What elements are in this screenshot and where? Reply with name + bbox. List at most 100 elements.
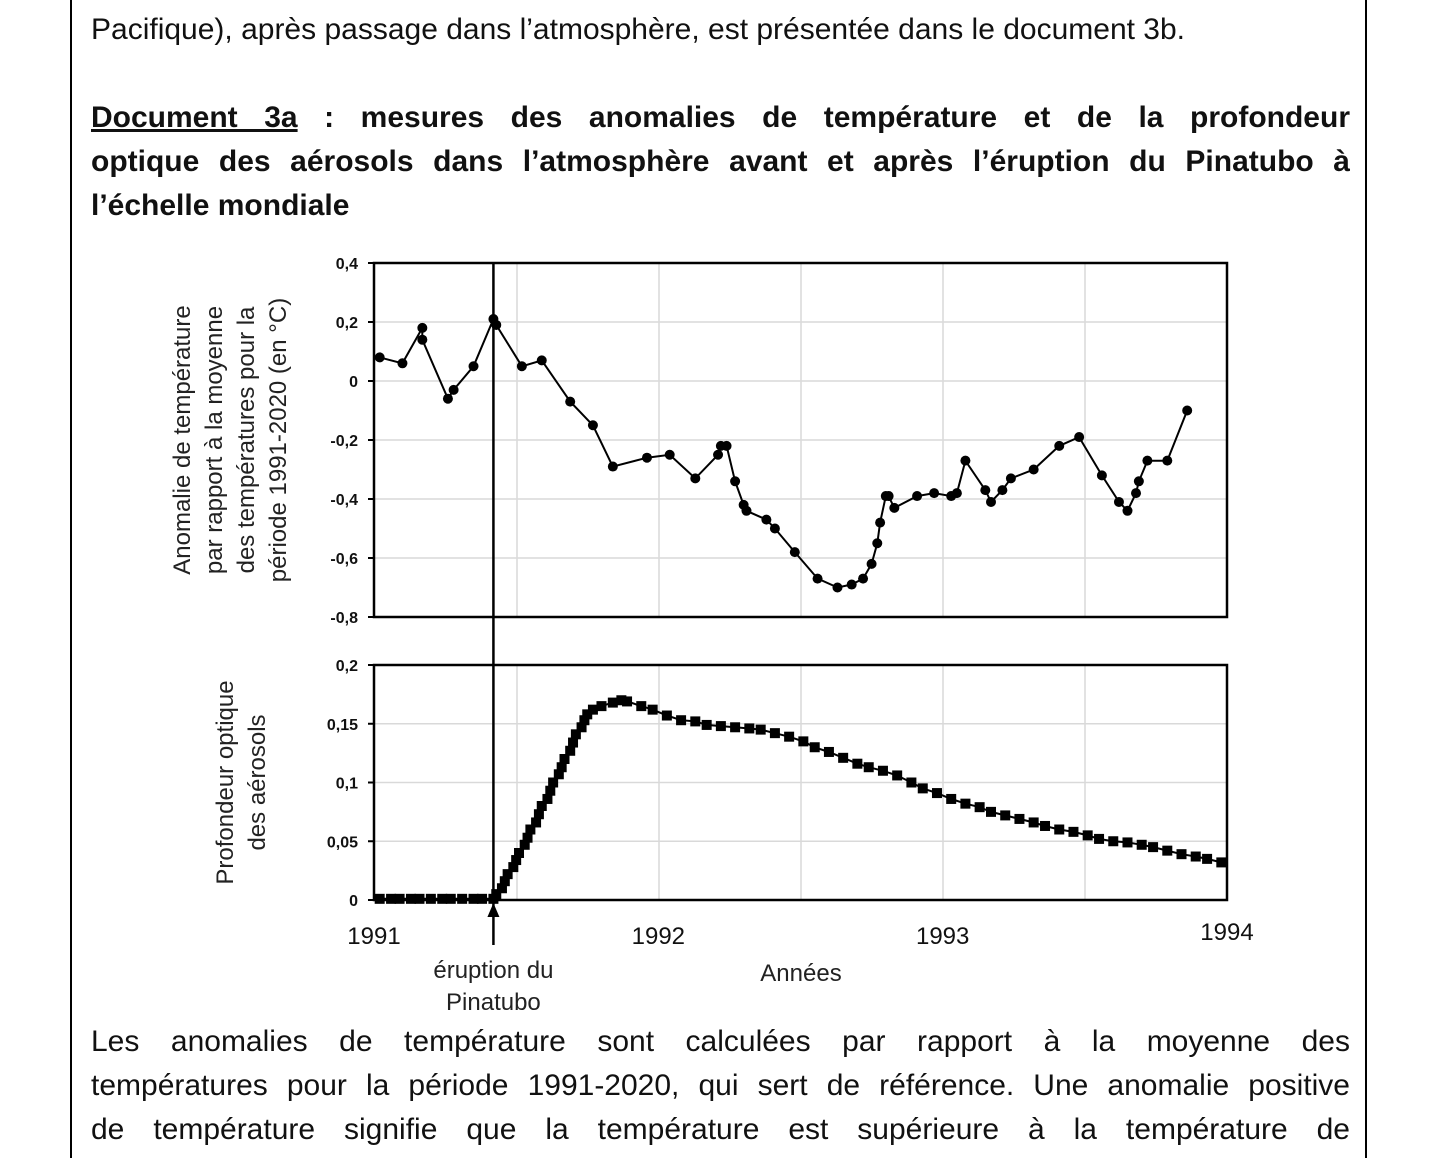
data-point [846, 579, 857, 590]
data-point [525, 824, 536, 835]
body-line-2: températures pour la période 1991-2020, … [91, 1069, 1350, 1102]
data-point [769, 523, 780, 534]
plot-frame [372, 261, 1229, 619]
data-point [448, 384, 459, 395]
data-point [499, 876, 510, 887]
data-point [417, 334, 428, 345]
data-point [511, 855, 522, 866]
data-point [832, 582, 843, 593]
data-point [374, 893, 385, 904]
data-point [533, 809, 544, 820]
data-point [596, 701, 607, 712]
data-point [1054, 824, 1065, 835]
eruption-label-line: éruption du [433, 957, 553, 984]
data-point [496, 883, 507, 894]
y-axis-label-line: période 1991-2020 (en °C) [265, 298, 292, 582]
data-point [889, 502, 900, 513]
data-point [531, 817, 542, 828]
y-tick-label: 0,4 [336, 256, 358, 273]
data-point [812, 573, 823, 584]
data-point [570, 729, 581, 740]
data-point [917, 783, 928, 794]
data-point [852, 758, 863, 769]
data-point [468, 361, 479, 372]
heading-line-2: optique des aérosols dans l’atmosphère a… [91, 145, 1350, 178]
data-point [579, 715, 590, 726]
data-point [548, 777, 559, 788]
data-point [676, 715, 687, 726]
data-point [1000, 810, 1011, 821]
data-point [414, 893, 425, 904]
data-point [545, 785, 556, 796]
data-point [502, 869, 513, 880]
data-point [784, 731, 795, 742]
document-heading: Document 3a : mesures des anomalies de t… [91, 96, 1350, 228]
y-tick-label: 0 [349, 893, 358, 910]
data-point [769, 728, 780, 739]
data-point [1096, 470, 1107, 481]
x-tick-label: 1993 [916, 923, 969, 950]
data-point [491, 889, 502, 900]
data-point [715, 721, 726, 732]
data-point [1028, 464, 1039, 475]
data-point [556, 762, 567, 773]
data-point [1122, 837, 1133, 848]
data-point [394, 893, 405, 904]
body-line-3: de température signifie que la températu… [91, 1113, 1350, 1146]
y-axis-label-line: des températures pour la [233, 306, 260, 573]
x-tick-label: 1992 [632, 923, 685, 950]
data-point [997, 485, 1008, 496]
data-point [425, 893, 436, 904]
data-point [519, 839, 530, 850]
body-line-1: Les anomalies de température sont calcul… [91, 1025, 1350, 1058]
data-point [374, 352, 385, 363]
data-point [1094, 833, 1105, 844]
data-point [565, 396, 576, 407]
data-point [516, 361, 527, 372]
data-point [946, 793, 957, 804]
data-point [761, 514, 772, 525]
x-tick-label: 1994 [1200, 919, 1253, 946]
y-tick-label: -0,4 [330, 492, 358, 509]
data-point [906, 777, 917, 788]
data-point [522, 832, 533, 843]
heading-line-1-text: : mesures des anomalies de température e… [297, 101, 1350, 134]
data-point [587, 704, 598, 715]
y-tick-label: 0,15 [327, 717, 358, 734]
data-point [386, 893, 397, 904]
data-point [877, 765, 888, 776]
data-point [986, 496, 997, 507]
data-point [986, 806, 997, 817]
data-point [565, 745, 576, 756]
data-point [477, 893, 488, 904]
y-tick-label: 0,05 [327, 834, 358, 851]
data-point [405, 893, 416, 904]
data-point [661, 710, 672, 721]
data-point [1148, 842, 1159, 853]
data-point [1131, 488, 1142, 499]
data-point [755, 724, 766, 735]
data-point [960, 798, 971, 809]
data-point [616, 695, 627, 706]
heading-line-1: Document 3a : mesures des anomalies de t… [91, 96, 1350, 140]
data-point [1028, 817, 1039, 828]
data-point [1068, 826, 1079, 837]
data-point [883, 491, 894, 502]
y-tick-label: 0,2 [336, 658, 358, 675]
x-axis-label: Années [760, 960, 841, 987]
data-point [912, 491, 923, 502]
data-point [960, 455, 971, 466]
data-point [1162, 845, 1173, 856]
data-point [1136, 839, 1147, 850]
data-point [437, 893, 448, 904]
data-point [866, 558, 877, 569]
eruption-arrow-head [487, 903, 500, 917]
data-point [872, 538, 883, 549]
data-point [789, 547, 800, 558]
data-point [1190, 851, 1201, 862]
data-point [721, 440, 732, 451]
data-point [457, 893, 468, 904]
data-point [636, 701, 647, 712]
data-point [587, 420, 598, 431]
